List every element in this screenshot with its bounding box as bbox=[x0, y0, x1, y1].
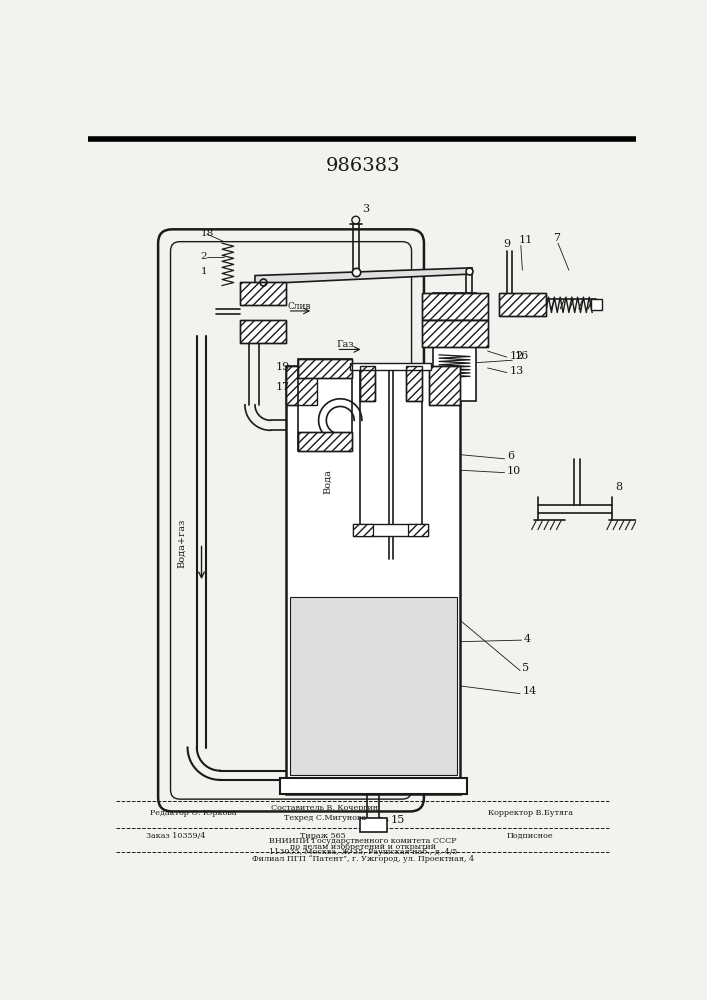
Text: 6: 6 bbox=[507, 451, 514, 461]
Bar bbox=[429, 366, 460, 405]
Text: 2: 2 bbox=[201, 252, 207, 261]
Bar bbox=[406, 366, 421, 401]
Bar bbox=[354, 524, 428, 536]
Bar bbox=[499, 293, 546, 316]
Bar bbox=[298, 359, 352, 378]
Text: 3: 3 bbox=[362, 204, 369, 214]
Bar bbox=[354, 524, 373, 536]
Bar bbox=[406, 366, 421, 401]
Bar bbox=[240, 282, 286, 305]
Bar bbox=[240, 320, 286, 343]
Text: Редактор О. Юркова: Редактор О. Юркова bbox=[151, 809, 237, 817]
Text: Вода+газ: Вода+газ bbox=[177, 519, 187, 568]
Bar bbox=[421, 293, 488, 320]
Bar bbox=[240, 320, 286, 343]
Bar bbox=[360, 366, 375, 401]
Text: по делам изобретений и открытий: по делам изобретений и открытий bbox=[290, 843, 436, 851]
Bar bbox=[298, 359, 352, 451]
Bar bbox=[290, 597, 457, 774]
Text: 16: 16 bbox=[515, 351, 529, 361]
Text: Подписное: Подписное bbox=[507, 832, 554, 840]
Bar bbox=[360, 366, 421, 536]
Bar bbox=[354, 524, 373, 536]
Text: 5: 5 bbox=[522, 663, 530, 673]
Bar bbox=[429, 366, 460, 405]
Text: Техред С.Мигунова: Техред С.Мигунова bbox=[284, 814, 366, 822]
Bar bbox=[280, 778, 467, 794]
Text: 1: 1 bbox=[201, 267, 207, 276]
Bar bbox=[286, 366, 317, 405]
Text: Составитель В. Кочергин: Составитель В. Кочергин bbox=[271, 804, 378, 812]
Text: 15: 15 bbox=[391, 815, 405, 825]
Text: 17: 17 bbox=[276, 381, 290, 391]
Bar bbox=[298, 432, 352, 451]
Text: 4: 4 bbox=[524, 634, 531, 644]
Bar bbox=[286, 366, 317, 405]
Bar bbox=[409, 524, 428, 536]
Text: 14: 14 bbox=[522, 686, 537, 696]
Bar bbox=[298, 432, 352, 451]
Text: 113035, Москва, Ж-35, Раушская наб., д. 4/5: 113035, Москва, Ж-35, Раушская наб., д. … bbox=[269, 848, 457, 856]
Text: Тираж 565: Тираж 565 bbox=[300, 832, 346, 840]
Text: 19: 19 bbox=[276, 362, 290, 372]
Text: 9: 9 bbox=[503, 239, 510, 249]
Bar bbox=[409, 524, 428, 536]
Text: 13: 13 bbox=[509, 366, 523, 376]
Bar bbox=[360, 818, 387, 832]
Text: Филиал ПГП “Патент”, г. Ужгород, ул. Проектная, 4: Филиал ПГП “Патент”, г. Ужгород, ул. Про… bbox=[252, 855, 474, 863]
Bar bbox=[421, 293, 488, 320]
Text: Заказ 10359/4: Заказ 10359/4 bbox=[146, 832, 206, 840]
Polygon shape bbox=[255, 268, 472, 284]
Bar bbox=[421, 320, 488, 347]
Bar bbox=[351, 363, 431, 370]
Bar bbox=[590, 299, 602, 310]
Text: Газ: Газ bbox=[337, 340, 354, 349]
Bar bbox=[421, 320, 488, 347]
Bar bbox=[499, 293, 546, 316]
Text: ВНИИПИ Государственного комитета СССР: ВНИИПИ Государственного комитета СССР bbox=[269, 837, 457, 845]
Bar bbox=[240, 282, 286, 305]
Text: 986383: 986383 bbox=[325, 157, 400, 175]
Bar bbox=[360, 366, 375, 401]
Text: Вода: Вода bbox=[323, 469, 332, 494]
Text: 7: 7 bbox=[554, 233, 561, 243]
Text: 8: 8 bbox=[615, 482, 622, 492]
Bar bbox=[286, 366, 460, 794]
Bar bbox=[433, 293, 476, 401]
Text: 11: 11 bbox=[518, 235, 533, 245]
Text: Слив: Слив bbox=[288, 302, 311, 311]
Text: 10: 10 bbox=[507, 466, 521, 476]
Text: Корректор В.Бутяга: Корректор В.Бутяга bbox=[488, 809, 573, 817]
Text: 18: 18 bbox=[201, 229, 214, 237]
Bar bbox=[298, 359, 352, 378]
Text: 12: 12 bbox=[509, 351, 523, 361]
